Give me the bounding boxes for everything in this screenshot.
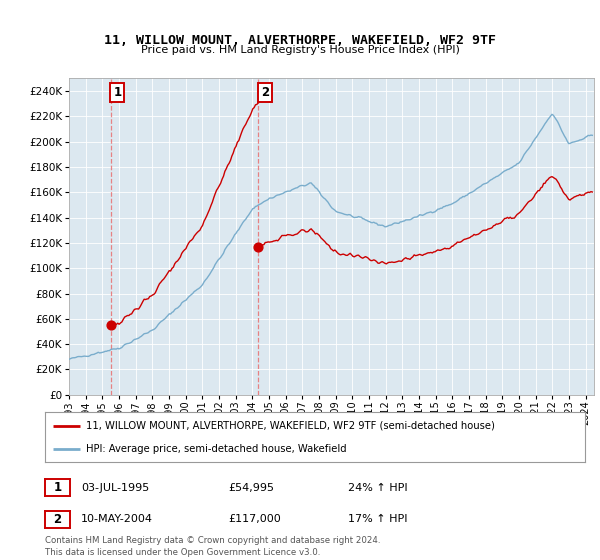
Text: 17% ↑ HPI: 17% ↑ HPI (348, 514, 407, 524)
Text: 1: 1 (53, 481, 62, 494)
Text: 24% ↑ HPI: 24% ↑ HPI (348, 483, 407, 493)
Text: 1: 1 (113, 86, 121, 99)
Text: 2: 2 (53, 512, 62, 526)
Text: 03-JUL-1995: 03-JUL-1995 (81, 483, 149, 493)
Text: £54,995: £54,995 (228, 483, 274, 493)
Point (254, 242, 263, 251)
Text: 11, WILLOW MOUNT, ALVERTHORPE, WAKEFIELD, WF2 9TF: 11, WILLOW MOUNT, ALVERTHORPE, WAKEFIELD… (104, 34, 496, 46)
Text: 2: 2 (261, 86, 269, 99)
Text: 11, WILLOW MOUNT, ALVERTHORPE, WAKEFIELD, WF2 9TF (semi-detached house): 11, WILLOW MOUNT, ALVERTHORPE, WAKEFIELD… (86, 421, 494, 431)
Text: £117,000: £117,000 (228, 514, 281, 524)
Text: Price paid vs. HM Land Registry's House Price Index (HPI): Price paid vs. HM Land Registry's House … (140, 45, 460, 55)
Text: Contains HM Land Registry data © Crown copyright and database right 2024.
This d: Contains HM Land Registry data © Crown c… (45, 536, 380, 557)
Text: 10-MAY-2004: 10-MAY-2004 (81, 514, 153, 524)
Text: HPI: Average price, semi-detached house, Wakefield: HPI: Average price, semi-detached house,… (86, 445, 346, 454)
Point (106, 321, 115, 330)
